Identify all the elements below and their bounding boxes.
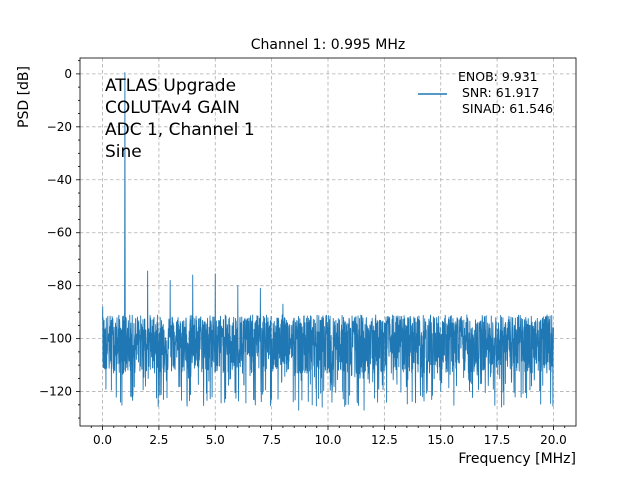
x-axis: 0.0 2.5 5.0 7.5 10.0 12.5 15.0 17.5 20.0	[90, 426, 567, 447]
series-psd-line	[102, 72, 554, 411]
x-tick-label: 20.0	[540, 433, 567, 447]
x-tick-label: 15.0	[427, 433, 454, 447]
x-tick-label: 5.0	[206, 433, 225, 447]
chart-annotation: ATLAS Upgrade COLUTAv4 GAIN ADC 1, Chann…	[105, 76, 255, 162]
y-tick-label: −80	[47, 279, 72, 293]
chart-title: Channel 1: 0.995 MHz	[251, 37, 406, 53]
y-tick-label: −40	[47, 173, 72, 187]
y-tick-label: −120	[39, 385, 72, 399]
annotation-line: Sine	[105, 142, 142, 162]
y-tick-label: −60	[47, 226, 72, 240]
y-tick-label: −20	[47, 120, 72, 134]
x-tick-label: 0.0	[93, 433, 112, 447]
y-axis: 0 −20 −40 −60 −80 −100 −120	[39, 60, 80, 419]
x-tick-label: 2.5	[149, 433, 168, 447]
series-psd	[102, 72, 554, 411]
annotation-line: ATLAS Upgrade	[105, 76, 236, 96]
legend-entry-line: SINAD: 61.546	[458, 101, 553, 116]
y-axis-label: PSD [dB]	[16, 66, 32, 128]
legend-entry-line: SNR: 61.917	[458, 85, 539, 100]
x-tick-label: 17.5	[484, 433, 511, 447]
annotation-line: COLUTAv4 GAIN	[105, 98, 240, 118]
y-tick-label: −100	[39, 332, 72, 346]
legend: ENOB: 9.931 SNR: 61.917 SINAD: 61.546	[418, 69, 553, 116]
x-tick-label: 7.5	[262, 433, 281, 447]
x-tick-label: 10.0	[315, 433, 342, 447]
annotation-line: ADC 1, Channel 1	[105, 120, 255, 140]
x-axis-label: Frequency [MHz]	[458, 451, 576, 467]
legend-entry-line: ENOB: 9.931	[458, 69, 538, 84]
x-tick-label: 12.5	[371, 433, 398, 447]
y-tick-label: 0	[64, 67, 72, 81]
